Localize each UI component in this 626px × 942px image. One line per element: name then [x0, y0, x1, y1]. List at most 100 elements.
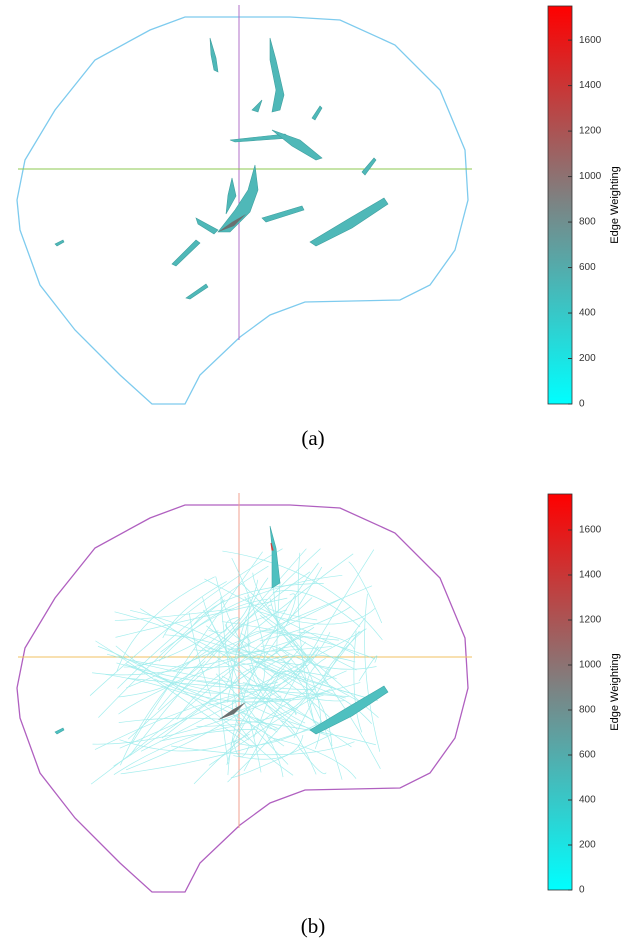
brain-view-a [16, 5, 472, 405]
tick-label: 400 [579, 795, 596, 806]
fibre [215, 673, 284, 778]
fibre [364, 593, 381, 752]
fibre [267, 604, 318, 621]
fibre [139, 608, 352, 748]
tick-label: 1200 [579, 615, 602, 626]
fibre [209, 548, 307, 658]
fibre [353, 630, 363, 733]
fibre [224, 595, 250, 688]
fibre [95, 640, 254, 749]
fibre [230, 734, 333, 779]
tick-label: 200 [579, 840, 596, 851]
tick-label: 800 [579, 217, 596, 228]
fibre [270, 670, 337, 681]
caption: (b) [301, 914, 326, 938]
fibre [127, 553, 354, 740]
fibre [243, 656, 321, 698]
fibre [172, 579, 259, 672]
tract-strong [218, 702, 246, 720]
fibre [297, 631, 355, 650]
tracts [89, 548, 383, 785]
fibre [263, 654, 356, 670]
fibre [261, 631, 340, 641]
tract-strong [270, 542, 274, 551]
tick-label: 0 [579, 885, 585, 896]
fibre [164, 634, 286, 680]
fibre [115, 597, 288, 638]
fibre [286, 593, 296, 622]
fibre [358, 655, 378, 682]
fibre [114, 608, 234, 621]
fibre [92, 635, 306, 676]
tick-label: 400 [579, 308, 596, 319]
fibre [207, 697, 297, 716]
colorbar-label: Edge Weighting [609, 166, 621, 243]
fibre [260, 645, 306, 681]
fibre [157, 571, 311, 711]
fibre [276, 582, 281, 654]
fibre [227, 630, 360, 783]
fibre [89, 548, 283, 696]
fibre [280, 720, 317, 775]
fibre [222, 550, 383, 641]
fibre [243, 549, 375, 772]
tracts [54, 37, 389, 300]
fibre [204, 578, 360, 656]
tract-strong [218, 214, 246, 232]
colorbar: 0 200 400 600 800 1000 1200 1400 1600 Edge Weight… [547, 5, 621, 410]
tick-label: 1400 [579, 80, 602, 91]
fibre [159, 729, 255, 742]
fibre [323, 628, 365, 684]
fibre [221, 675, 298, 730]
fibre [241, 649, 333, 747]
fibre [233, 722, 322, 746]
fibre [227, 682, 361, 703]
fibre [227, 562, 319, 776]
fibre [196, 698, 304, 727]
fibre [118, 649, 260, 715]
fibre [230, 660, 372, 700]
tick-label: 200 [579, 353, 596, 364]
fibre [230, 577, 269, 688]
tick-label: 1400 [579, 570, 602, 581]
fibre [232, 738, 250, 757]
fibre [233, 734, 304, 760]
colorbar-fill [547, 493, 573, 891]
fibre [306, 657, 326, 732]
fibre [98, 599, 225, 718]
fibre [116, 576, 215, 672]
fibre [268, 736, 357, 779]
fibre [256, 717, 278, 733]
tick-label: 1000 [579, 171, 602, 182]
tick-label: 0 [579, 399, 585, 410]
fibre [252, 572, 320, 672]
fibre [191, 583, 324, 628]
tick-label: 1600 [579, 35, 602, 46]
fibre [226, 617, 251, 646]
fibre [119, 733, 250, 752]
caption: (a) [301, 426, 324, 450]
tick-label: 600 [579, 750, 596, 761]
fibre [208, 688, 331, 766]
fibre [131, 551, 263, 744]
brain-view-b [16, 493, 472, 893]
fibre [278, 646, 377, 670]
fibre [229, 598, 341, 654]
fibre [244, 644, 364, 704]
fibre [162, 581, 227, 639]
fibre [120, 617, 241, 766]
fibre [256, 608, 376, 625]
fibre [231, 557, 266, 696]
fibre [117, 565, 269, 689]
fibre [176, 645, 299, 720]
colorbar-fill [547, 5, 573, 405]
fibre [218, 647, 229, 764]
fibre [94, 687, 278, 750]
fibre [171, 741, 355, 756]
fibre [258, 660, 346, 699]
tick-label: 800 [579, 705, 596, 716]
tick-label: 1600 [579, 525, 602, 536]
fibre [348, 561, 383, 624]
fibre [205, 647, 308, 666]
fibre [90, 597, 313, 785]
